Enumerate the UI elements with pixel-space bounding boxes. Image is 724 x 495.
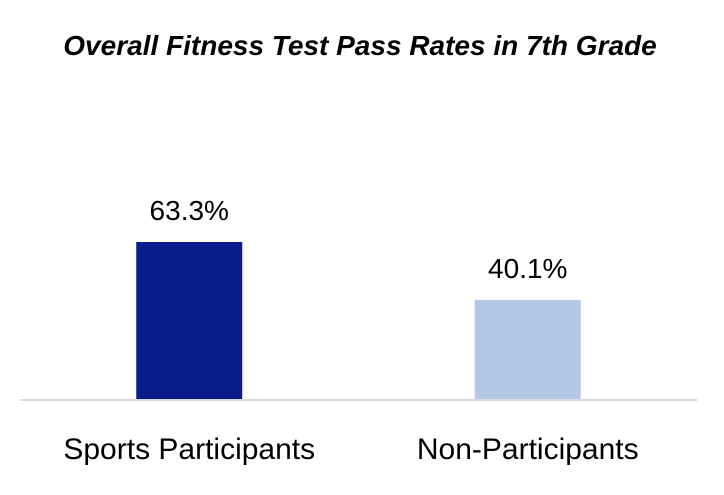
data-label-sports-participants: 63.3% [150,195,229,226]
category-label-non-participants: Non-Participants [417,433,639,466]
category-label-sports-participants: Sports Participants [63,433,315,466]
bars-layer [136,242,581,400]
chart-title: Overall Fitness Test Pass Rates in 7th G… [63,30,657,61]
labels-layer: 63.3% Sports Participants 40.1% Non-Partici… [63,195,638,466]
bar-sports-participants [136,242,243,400]
data-label-non-participants: 40.1% [488,253,567,284]
bar-non-participants [474,299,581,400]
